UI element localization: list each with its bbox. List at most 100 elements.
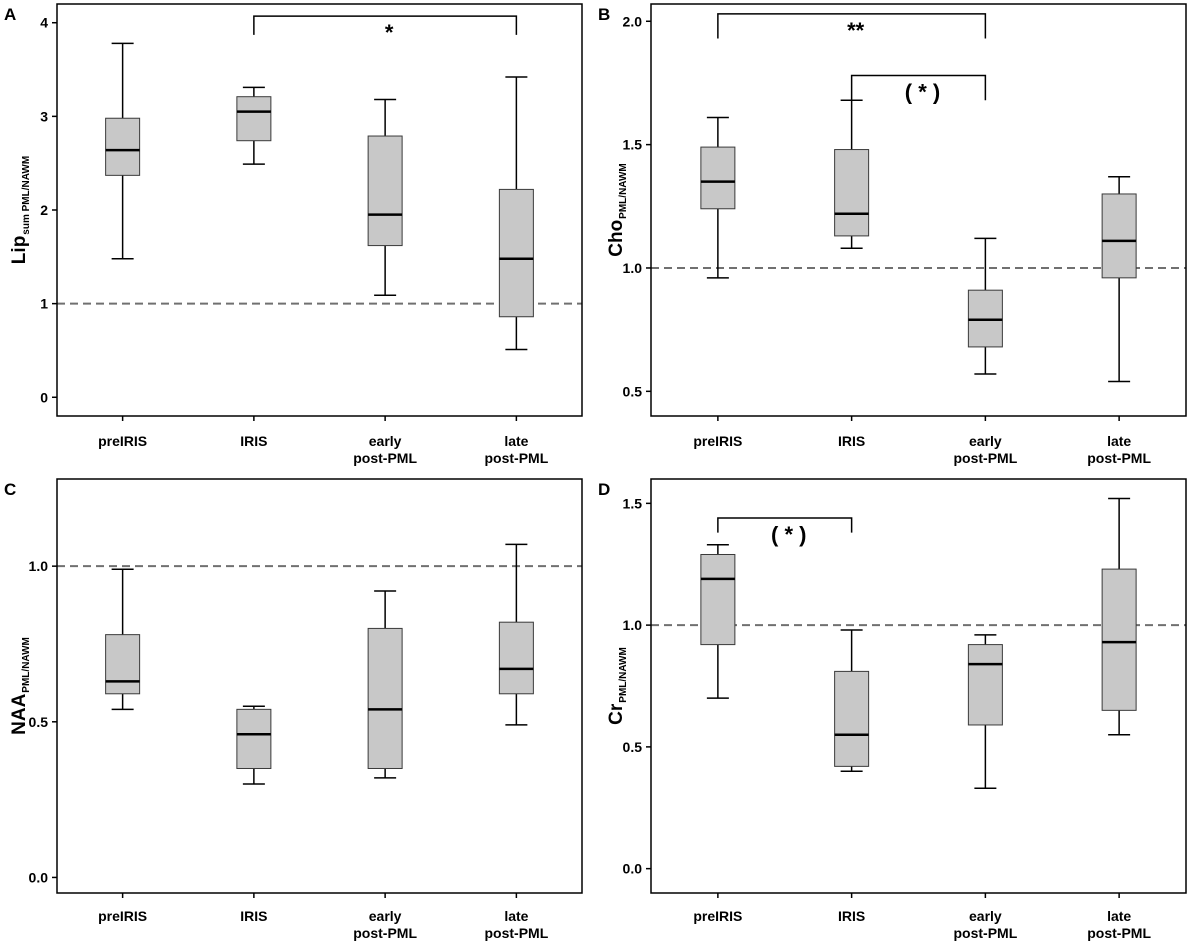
y-axis-label: CrPML/NAWM	[606, 647, 629, 725]
iqr-box	[498, 621, 534, 695]
iqr-box	[236, 96, 272, 142]
significance-label: ( * )	[905, 80, 940, 105]
box-iris	[236, 86, 272, 165]
x-category-label: preIRIS	[98, 433, 147, 449]
x-category-label: post-PML	[953, 925, 1017, 941]
box-preiris	[700, 544, 736, 699]
x-category-label: preIRIS	[693, 433, 742, 449]
y-axis-label-main: NAA	[9, 693, 30, 734]
x-category-label: early	[369, 433, 402, 449]
panel-letter: A	[4, 5, 16, 24]
plot-frame	[56, 478, 583, 894]
box-iris	[834, 629, 870, 772]
significance-bracket: *	[253, 15, 518, 45]
box-late-post-pml	[498, 76, 534, 351]
box-early-post-pml	[367, 590, 403, 779]
x-category-label: IRIS	[240, 908, 267, 924]
iqr-box	[700, 146, 736, 210]
box-preiris	[105, 568, 141, 711]
iqr-box	[498, 188, 534, 318]
box-late-post-pml	[1101, 175, 1137, 383]
y-tick-label: 1.5	[623, 137, 643, 153]
x-category-label: IRIS	[240, 433, 267, 449]
box-preiris	[105, 42, 141, 260]
box-early-post-pml	[367, 98, 403, 296]
x-category-label: late	[504, 433, 528, 449]
y-tick-label: 0.0	[623, 861, 643, 877]
y-tick-label: 3	[40, 108, 48, 124]
bracket-line	[717, 13, 987, 39]
iqr-box	[1101, 193, 1137, 279]
y-tick-label: 2.0	[623, 13, 643, 29]
y-tick-label: 0	[40, 389, 48, 405]
y-axis-label-main: Cho	[606, 220, 627, 257]
x-category-label: late	[504, 908, 528, 924]
y-axis-label: ChoPML/NAWM	[606, 163, 629, 256]
x-category-label: preIRIS	[693, 908, 742, 924]
iqr-box	[1101, 568, 1137, 711]
iqr-box	[834, 149, 870, 237]
x-category-label: IRIS	[838, 433, 865, 449]
x-category-label: post-PML	[953, 450, 1017, 466]
significance-label: ( * )	[771, 522, 806, 547]
panel-letter: D	[598, 480, 610, 499]
x-category-label: post-PML	[1087, 450, 1151, 466]
box-iris	[834, 99, 870, 249]
y-tick-label: 1.0	[623, 617, 643, 633]
bracket-line	[253, 15, 518, 35]
box-early-post-pml	[967, 237, 1003, 375]
box-late-post-pml	[498, 543, 534, 726]
x-category-label: post-PML	[1087, 925, 1151, 941]
box-early-post-pml	[967, 634, 1003, 790]
y-tick-label: 0.0	[29, 869, 49, 885]
bracket-line	[850, 74, 987, 101]
iqr-box	[105, 634, 141, 695]
plot-frame	[650, 3, 1187, 417]
significance-bracket: ( * )	[717, 517, 853, 547]
iqr-box	[700, 553, 736, 646]
significance-bracket: **	[717, 13, 987, 43]
x-category-label: post-PML	[484, 925, 548, 941]
y-axis-label-main: Lip	[9, 236, 30, 265]
x-category-label: preIRIS	[98, 908, 147, 924]
significance-label: **	[847, 18, 865, 43]
box-iris	[236, 705, 272, 785]
y-axis-label-main: Cr	[606, 703, 627, 725]
plot-frame	[650, 478, 1187, 894]
x-category-label: late	[1107, 433, 1131, 449]
iqr-box	[834, 670, 870, 767]
y-tick-label: 1.5	[623, 495, 643, 511]
x-category-label: post-PML	[353, 925, 417, 941]
x-category-label: late	[1107, 908, 1131, 924]
y-tick-label: 4	[40, 15, 48, 31]
significance-bracket: ( * )	[850, 74, 987, 105]
y-tick-label: 0.5	[623, 739, 643, 755]
panel-letter: C	[4, 480, 16, 499]
iqr-box	[967, 644, 1003, 726]
iqr-box	[367, 627, 403, 769]
significance-label: *	[385, 20, 394, 45]
y-tick-label: 0.5	[623, 383, 643, 399]
y-tick-label: 2	[40, 202, 48, 218]
y-axis-label-subscript: sum PML/NAWM	[21, 156, 32, 235]
panel-letter: B	[598, 5, 610, 24]
y-axis-label-subscript: PML/NAWM	[21, 637, 32, 693]
y-axis-label: NAAPML/NAWM	[9, 637, 32, 735]
y-tick-label: 0.5	[29, 714, 49, 730]
iqr-box	[236, 708, 272, 769]
y-tick-label: 1.0	[623, 260, 643, 276]
x-category-label: post-PML	[484, 450, 548, 466]
box-preiris	[700, 116, 736, 279]
y-tick-label: 1	[40, 296, 48, 312]
iqr-box	[105, 117, 141, 176]
y-tick-label: 1.0	[29, 558, 49, 574]
y-axis-label: Lipsum PML/NAWM	[9, 156, 32, 264]
x-category-label: early	[969, 433, 1002, 449]
y-axis-label-subscript: PML/NAWM	[618, 647, 629, 703]
x-category-label: early	[969, 908, 1002, 924]
